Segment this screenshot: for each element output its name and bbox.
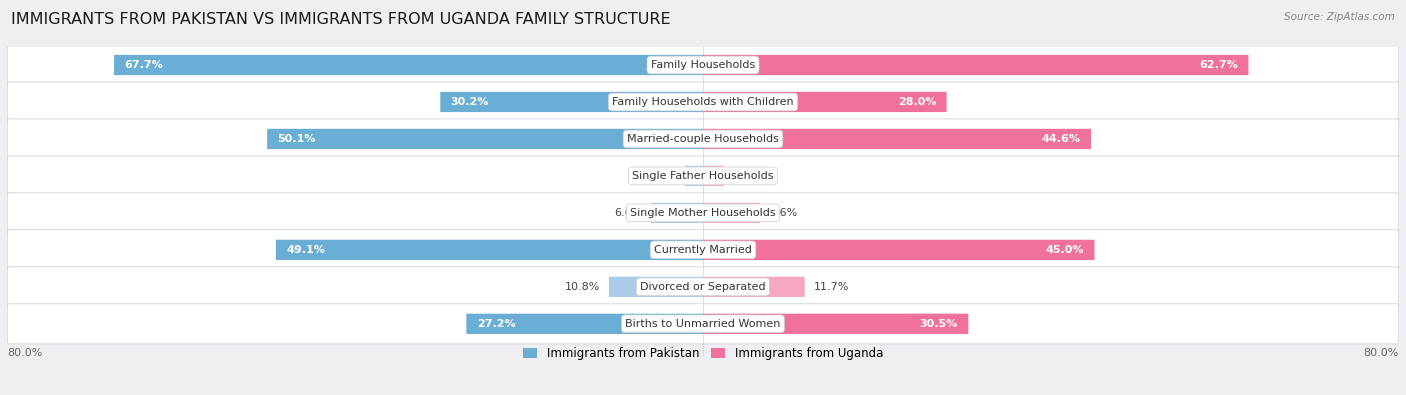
FancyBboxPatch shape [440, 92, 703, 112]
Text: Family Households with Children: Family Households with Children [612, 97, 794, 107]
Text: 80.0%: 80.0% [1364, 348, 1399, 358]
Text: 67.7%: 67.7% [125, 60, 163, 70]
FancyBboxPatch shape [651, 203, 703, 223]
FancyBboxPatch shape [267, 129, 703, 149]
Text: IMMIGRANTS FROM PAKISTAN VS IMMIGRANTS FROM UGANDA FAMILY STRUCTURE: IMMIGRANTS FROM PAKISTAN VS IMMIGRANTS F… [11, 12, 671, 27]
Text: 2.1%: 2.1% [648, 171, 676, 181]
Text: 44.6%: 44.6% [1042, 134, 1081, 144]
FancyBboxPatch shape [703, 203, 761, 223]
Text: 2.4%: 2.4% [733, 171, 761, 181]
FancyBboxPatch shape [703, 55, 1249, 75]
FancyBboxPatch shape [703, 240, 1094, 260]
Text: 11.7%: 11.7% [814, 282, 849, 292]
Text: 50.1%: 50.1% [277, 134, 316, 144]
FancyBboxPatch shape [703, 166, 724, 186]
FancyBboxPatch shape [7, 156, 1399, 196]
FancyBboxPatch shape [703, 276, 804, 297]
Text: 10.8%: 10.8% [565, 282, 600, 292]
Text: Married-couple Households: Married-couple Households [627, 134, 779, 144]
Text: Births to Unmarried Women: Births to Unmarried Women [626, 319, 780, 329]
FancyBboxPatch shape [276, 240, 703, 260]
FancyBboxPatch shape [685, 166, 703, 186]
FancyBboxPatch shape [114, 55, 703, 75]
FancyBboxPatch shape [7, 82, 1399, 122]
FancyBboxPatch shape [703, 129, 1091, 149]
Text: 27.2%: 27.2% [477, 319, 516, 329]
Text: 28.0%: 28.0% [897, 97, 936, 107]
Text: Source: ZipAtlas.com: Source: ZipAtlas.com [1284, 12, 1395, 22]
Text: 62.7%: 62.7% [1199, 60, 1239, 70]
FancyBboxPatch shape [703, 314, 969, 334]
FancyBboxPatch shape [609, 276, 703, 297]
Text: 80.0%: 80.0% [7, 348, 42, 358]
Text: Single Mother Households: Single Mother Households [630, 208, 776, 218]
Text: 30.5%: 30.5% [920, 319, 957, 329]
Legend: Immigrants from Pakistan, Immigrants from Uganda: Immigrants from Pakistan, Immigrants fro… [519, 342, 887, 365]
Text: Single Father Households: Single Father Households [633, 171, 773, 181]
FancyBboxPatch shape [7, 119, 1399, 159]
Text: Family Households: Family Households [651, 60, 755, 70]
Text: Divorced or Separated: Divorced or Separated [640, 282, 766, 292]
Text: 49.1%: 49.1% [287, 245, 325, 255]
FancyBboxPatch shape [7, 45, 1399, 85]
Text: 6.6%: 6.6% [769, 208, 797, 218]
FancyBboxPatch shape [467, 314, 703, 334]
Text: 30.2%: 30.2% [451, 97, 489, 107]
Text: 45.0%: 45.0% [1046, 245, 1084, 255]
FancyBboxPatch shape [7, 230, 1399, 270]
FancyBboxPatch shape [7, 304, 1399, 344]
FancyBboxPatch shape [7, 267, 1399, 307]
Text: 6.0%: 6.0% [614, 208, 643, 218]
Text: Currently Married: Currently Married [654, 245, 752, 255]
FancyBboxPatch shape [703, 92, 946, 112]
FancyBboxPatch shape [7, 193, 1399, 233]
